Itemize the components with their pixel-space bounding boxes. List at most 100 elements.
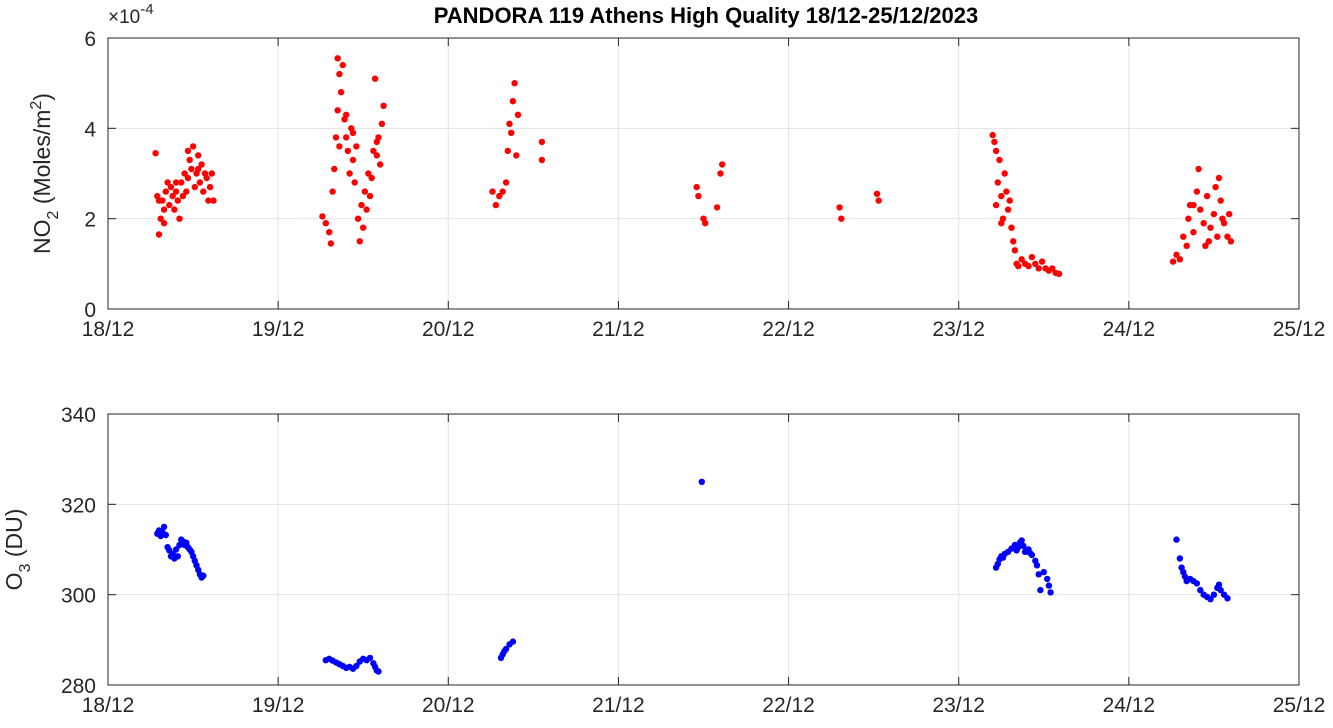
no2-data-point — [836, 204, 843, 211]
o3-xtick-label: 25/12 — [1273, 694, 1326, 717]
no2-data-point — [162, 188, 169, 195]
no2-data-point — [343, 134, 350, 141]
no2-xtick-label: 25/12 — [1273, 318, 1326, 341]
no2-data-point — [1212, 183, 1219, 191]
no2-data-point — [1190, 229, 1197, 236]
no2-data-point — [157, 215, 164, 222]
o3-data-point — [509, 638, 517, 645]
no2-data-point — [349, 129, 357, 136]
no2-data-point — [514, 111, 522, 119]
no2-data-point — [179, 192, 187, 200]
no2-data-point — [322, 220, 329, 227]
no2-data-point — [373, 152, 380, 159]
no2-data-point — [174, 197, 181, 204]
no2-data-point — [1001, 170, 1008, 177]
o3-data-point — [1035, 571, 1042, 578]
no2-data-point — [360, 224, 367, 231]
no2-data-point — [499, 188, 506, 195]
no2-data-point — [719, 161, 726, 168]
no2-data-point — [368, 174, 375, 182]
o3-ytick-label: 280 — [61, 675, 96, 698]
no2-data-point — [991, 138, 998, 146]
no2-data-point — [1203, 192, 1211, 200]
no2-data-point — [998, 220, 1005, 227]
no2-data-point — [1169, 258, 1177, 265]
no2-data-point — [319, 213, 326, 220]
o3-data-point — [162, 531, 169, 539]
no2-data-point — [838, 215, 845, 222]
no2-data-point — [160, 206, 168, 213]
no2-data-point — [875, 197, 882, 204]
no2-data-point — [509, 98, 517, 105]
no2-data-point — [1055, 270, 1063, 277]
o3-ytick-label: 340 — [61, 404, 96, 427]
no2-data-point — [1032, 260, 1039, 267]
no2-data-point — [198, 161, 205, 168]
o3-data-point — [1176, 555, 1184, 562]
no2-data-point — [205, 197, 212, 204]
o3-data-point — [366, 654, 374, 662]
o3-data-point — [172, 546, 180, 553]
no2-data-point — [1025, 262, 1032, 270]
o3-data-point — [999, 554, 1007, 561]
no2-axes: 18/12 19/12 20/12 21/12 22/12 23/12 24/12 25/12… — [28, 1, 1325, 341]
o3-xtick-label: 22/12 — [762, 694, 815, 717]
no2-data-point — [169, 192, 176, 200]
no2-data-point — [334, 55, 341, 62]
no2-data-point — [206, 183, 214, 191]
no2-data-point — [513, 152, 520, 159]
o3-data-point — [1013, 547, 1020, 554]
no2-data-point — [1180, 233, 1187, 240]
no2-ytick-label: 0 — [84, 299, 96, 322]
no2-data-point — [164, 179, 171, 186]
no2-data-point — [346, 170, 353, 177]
no2-data-point — [511, 80, 518, 87]
no2-ylabel: NO2 (Moles/m2) — [28, 93, 62, 254]
o3-data-point — [502, 645, 510, 653]
no2-data-point — [178, 179, 185, 186]
no2-data-point — [1004, 206, 1012, 213]
no2-data-point — [996, 156, 1003, 164]
o3-data-point — [174, 553, 181, 560]
o3-ylabel: O3 (DU) — [1, 509, 34, 591]
no2-data-point — [356, 238, 363, 245]
no2-data-point — [339, 61, 346, 69]
no2-data-point — [344, 147, 352, 155]
no2-data-point — [351, 179, 358, 186]
no2-data-point — [1215, 174, 1223, 182]
no2-data-point — [992, 147, 1000, 155]
no2-data-point — [1028, 253, 1036, 261]
no2-data-point — [693, 183, 700, 191]
no2-data-point — [171, 206, 178, 213]
no2-xtick-label: 19/12 — [252, 318, 305, 341]
no2-data-point — [200, 188, 207, 195]
o3-xtick-label: 18/12 — [82, 694, 135, 717]
o3-data-point — [1197, 586, 1204, 594]
no2-ytick-label: 6 — [84, 28, 96, 51]
o3-xtick-label: 19/12 — [252, 694, 305, 717]
o3-data-point — [200, 572, 207, 579]
o3-data-point — [1207, 596, 1214, 603]
no2-data-point — [334, 107, 341, 114]
no2-data-point — [1193, 188, 1201, 195]
o3-data-point — [1020, 542, 1027, 550]
o3-data-point — [1018, 537, 1025, 544]
no2-data-point — [502, 179, 510, 186]
no2-data-point — [363, 206, 370, 213]
no2-data-point — [365, 170, 372, 177]
no2-data-point — [329, 188, 336, 195]
no2-ytick-label: 2 — [84, 209, 96, 232]
no2-data-point — [336, 70, 343, 78]
chart-title: PANDORA 119 Athens High Quality 18/12-25… — [434, 3, 979, 28]
no2-data-point — [508, 129, 515, 136]
no2-data-point — [183, 188, 190, 195]
no2-data-point — [371, 75, 379, 82]
no2-data-point — [1008, 224, 1015, 231]
no2-data-point — [366, 192, 374, 200]
no2-data-point — [336, 143, 343, 150]
o3-data-point — [1027, 549, 1034, 557]
o3-data-point — [1217, 586, 1224, 594]
no2-ytick-label: 4 — [84, 118, 96, 141]
